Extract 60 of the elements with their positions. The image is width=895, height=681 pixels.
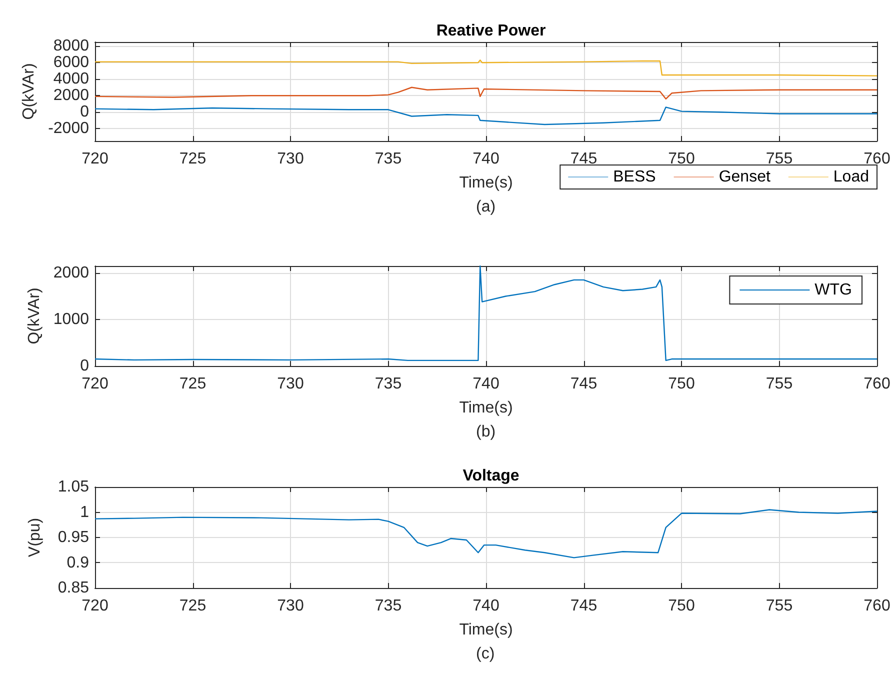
y-tick-label: 1.05 xyxy=(58,478,90,496)
y-tick-label: -2000 xyxy=(48,120,90,138)
y-tick-label: 8000 xyxy=(53,38,90,55)
text: (b) xyxy=(476,424,496,440)
x-tick-label: 750 xyxy=(668,376,695,392)
x-axis-title: Time(s) xyxy=(459,174,513,192)
x-tick-label: 740 xyxy=(472,598,500,614)
line-series xyxy=(94,60,878,76)
legend-label: WTG xyxy=(814,282,852,298)
y-tick-label: 1 xyxy=(80,504,90,521)
y-tick-label: 0 xyxy=(80,358,90,374)
y-tick-label: 0 xyxy=(80,104,90,121)
x-tick-label: 720 xyxy=(82,150,108,168)
line-series xyxy=(94,509,878,558)
y-axis-title: V(pu) xyxy=(26,518,44,558)
chart-title: Reative Power xyxy=(436,22,546,40)
x-tick-label: 760 xyxy=(864,150,890,168)
legend-label: Genset xyxy=(718,168,771,186)
x-tick-label: 735 xyxy=(374,150,402,168)
line-series xyxy=(94,86,878,100)
x-tick-label: 720 xyxy=(82,598,108,614)
y-tick-label: 2000 xyxy=(53,264,90,282)
y-tick-label: 4000 xyxy=(53,70,90,88)
x-tick-label: 725 xyxy=(179,376,206,392)
x-tick-label: 750 xyxy=(668,150,695,168)
x-tick-label: 755 xyxy=(766,598,793,614)
x-tick-label: 720 xyxy=(82,376,108,392)
chart-title: Voltage xyxy=(462,468,520,484)
y-tick-label: 2000 xyxy=(53,87,90,104)
y-axis-title: Q(kVAr) xyxy=(20,63,38,120)
x-tick-label: 750 xyxy=(668,598,695,614)
x-tick-label: 730 xyxy=(277,150,304,168)
text: (a) xyxy=(476,198,496,216)
x-tick-label: 730 xyxy=(277,376,304,392)
x-tick-label: 760 xyxy=(864,598,890,614)
x-tick-label: 725 xyxy=(179,150,206,168)
y-axis-title: Q(kVAr) xyxy=(26,288,44,344)
x-tick-label: 725 xyxy=(179,598,206,614)
legend-label: BESS xyxy=(613,168,656,186)
x-tick-label: 740 xyxy=(472,150,500,168)
x-tick-label: 755 xyxy=(766,150,793,168)
x-tick-label: 735 xyxy=(374,376,402,392)
x-tick-label: 745 xyxy=(570,150,598,168)
x-axis-title: Time(s) xyxy=(459,622,513,638)
y-tick-label: 0.9 xyxy=(66,554,90,572)
x-tick-label: 730 xyxy=(277,598,304,614)
y-tick-label: 0.85 xyxy=(58,580,90,596)
x-tick-label: 745 xyxy=(570,376,598,392)
y-tick-label: 0.95 xyxy=(58,529,90,546)
x-tick-label: 735 xyxy=(374,598,402,614)
x-tick-label: 740 xyxy=(472,376,500,392)
x-tick-label: 755 xyxy=(766,376,793,392)
x-tick-label: 760 xyxy=(864,376,890,392)
y-tick-label: 6000 xyxy=(53,54,90,72)
x-axis-title: Time(s) xyxy=(459,400,513,416)
text: (c) xyxy=(476,646,495,662)
legend-label: Load xyxy=(833,168,869,186)
x-tick-label: 745 xyxy=(570,598,598,614)
y-tick-label: 1000 xyxy=(53,310,90,328)
line-series xyxy=(94,106,878,126)
